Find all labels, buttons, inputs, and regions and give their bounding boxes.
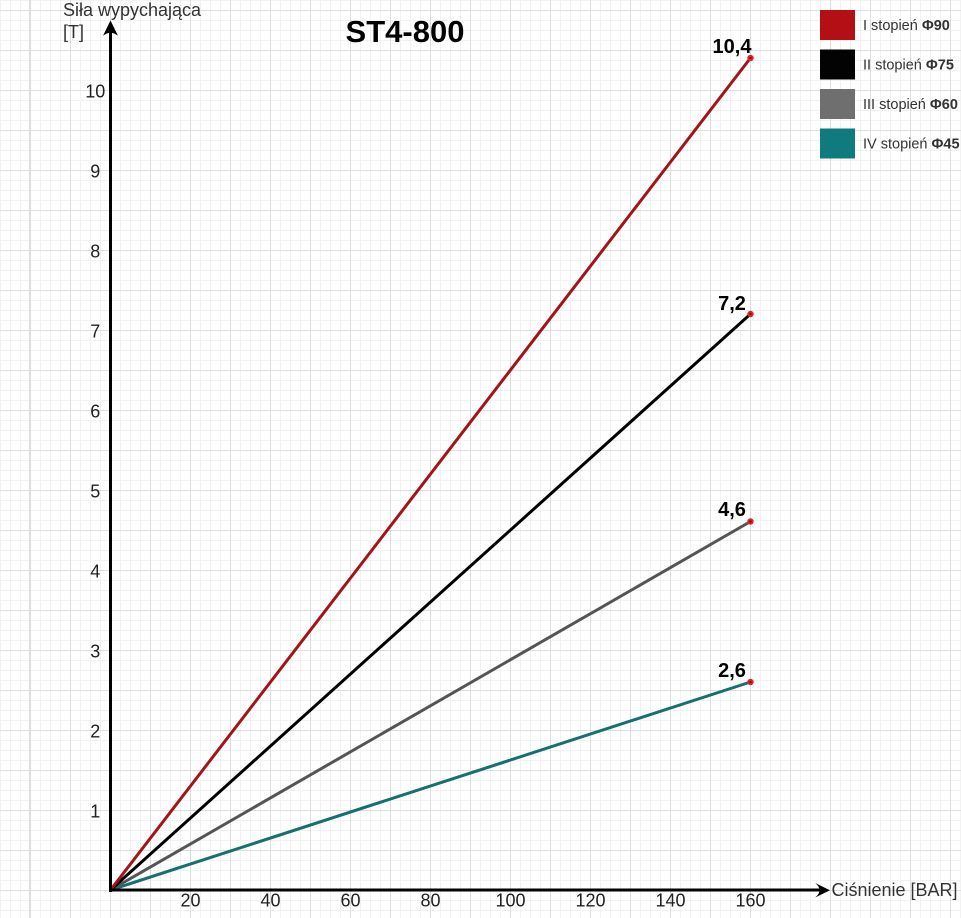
svg-text:IV stopień Φ45: IV stopień Φ45 <box>863 137 960 153</box>
svg-text:II stopień Φ75: II stopień Φ75 <box>863 58 954 74</box>
svg-text:6: 6 <box>90 402 100 422</box>
svg-text:4,6: 4,6 <box>718 499 746 521</box>
svg-text:III stopień Φ60: III stopień Φ60 <box>863 97 958 113</box>
svg-text:I stopień Φ90: I stopień Φ90 <box>863 18 950 34</box>
svg-text:4: 4 <box>90 562 100 582</box>
svg-text:120: 120 <box>575 891 605 911</box>
svg-text:140: 140 <box>655 891 685 911</box>
svg-text:60: 60 <box>340 891 360 911</box>
svg-text:8: 8 <box>90 242 100 262</box>
svg-text:40: 40 <box>260 891 280 911</box>
svg-text:1: 1 <box>90 802 100 822</box>
svg-text:2: 2 <box>90 722 100 742</box>
svg-text:5: 5 <box>90 482 100 502</box>
svg-text:[T]: [T] <box>63 22 84 42</box>
svg-text:Ciśnienie [BAR]: Ciśnienie [BAR] <box>832 880 958 900</box>
svg-text:7,2: 7,2 <box>718 293 746 315</box>
svg-text:10: 10 <box>85 82 105 102</box>
svg-text:Siła wypychająca: Siła wypychająca <box>63 0 202 20</box>
svg-text:ST4-800: ST4-800 <box>346 14 465 49</box>
svg-text:10,4: 10,4 <box>713 36 753 58</box>
svg-text:2,6: 2,6 <box>718 660 746 682</box>
svg-text:7: 7 <box>90 322 100 342</box>
svg-text:20: 20 <box>180 891 200 911</box>
svg-text:160: 160 <box>735 891 765 911</box>
svg-text:80: 80 <box>420 891 440 911</box>
svg-text:100: 100 <box>495 891 525 911</box>
svg-text:9: 9 <box>90 162 100 182</box>
svg-text:3: 3 <box>90 642 100 662</box>
